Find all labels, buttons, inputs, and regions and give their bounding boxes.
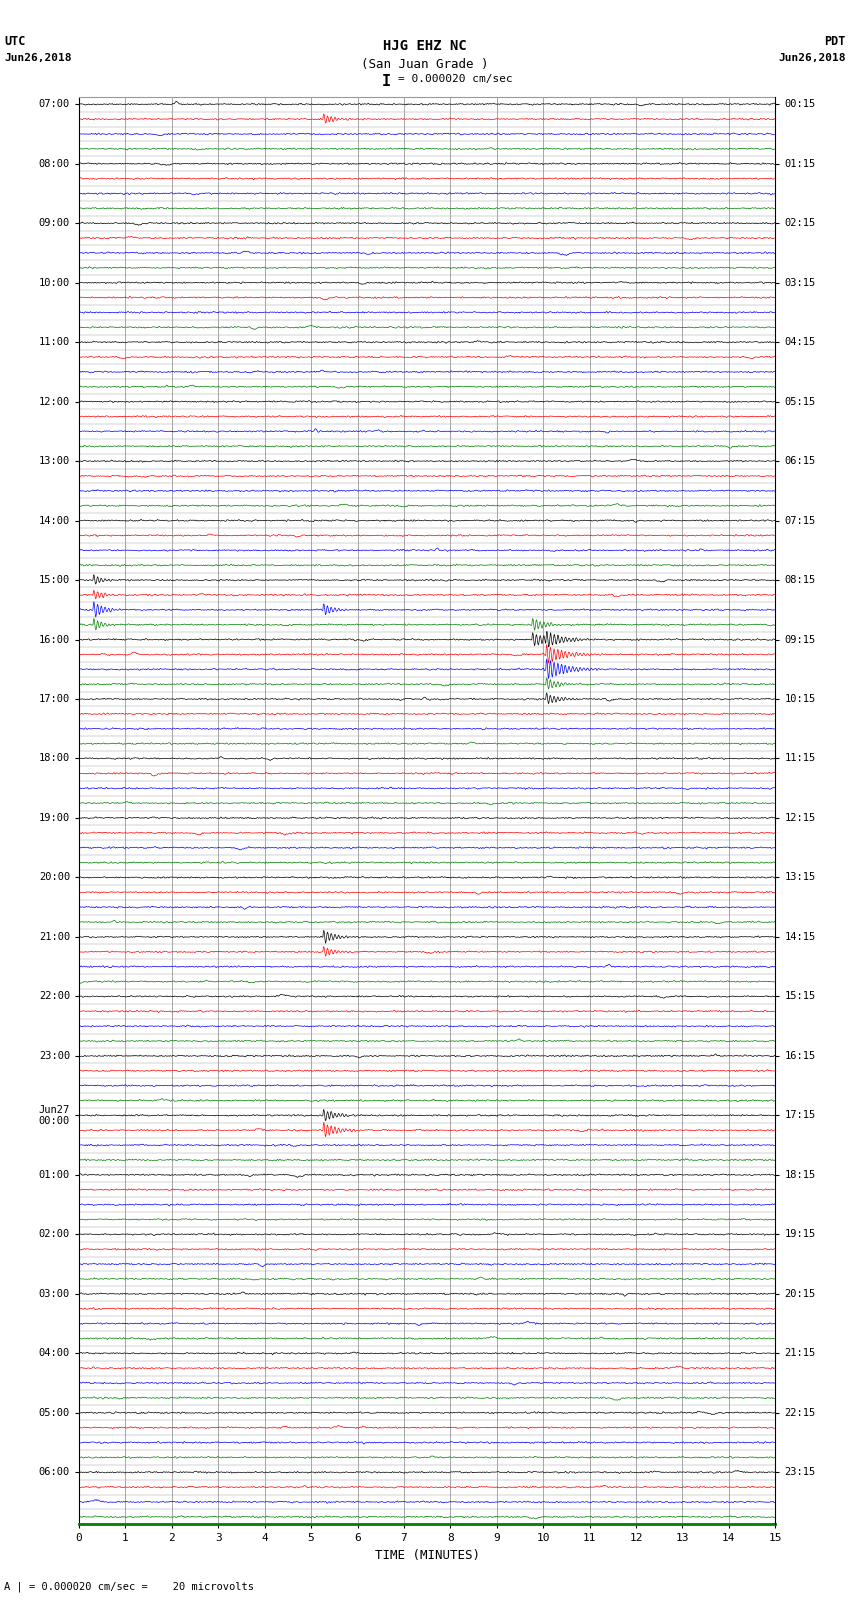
Text: (San Juan Grade ): (San Juan Grade ) [361, 58, 489, 71]
Text: Jun26,2018: Jun26,2018 [4, 53, 71, 63]
Text: Jun26,2018: Jun26,2018 [779, 53, 846, 63]
Text: UTC: UTC [4, 35, 26, 48]
X-axis label: TIME (MINUTES): TIME (MINUTES) [375, 1548, 479, 1561]
Text: I: I [382, 74, 391, 89]
Text: = 0.000020 cm/sec: = 0.000020 cm/sec [398, 74, 513, 84]
Text: HJG EHZ NC: HJG EHZ NC [383, 39, 467, 53]
Text: A | = 0.000020 cm/sec =    20 microvolts: A | = 0.000020 cm/sec = 20 microvolts [4, 1581, 254, 1592]
Text: PDT: PDT [824, 35, 846, 48]
